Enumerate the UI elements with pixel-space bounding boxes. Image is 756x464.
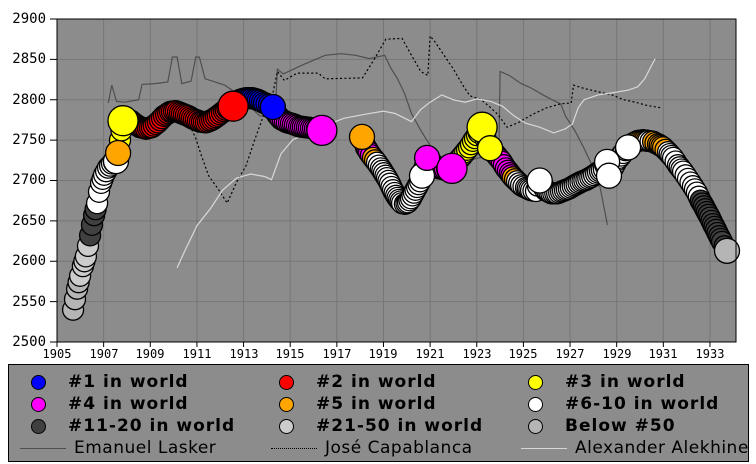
y-tick-label: 2700 [12, 172, 46, 188]
x-tick-label: 1933 [695, 347, 725, 361]
x-tick-label: 1909 [135, 347, 165, 361]
legend-label: #3 in world [565, 372, 686, 392]
legend-label: #4 in world [68, 394, 189, 414]
x-tick-label: 1913 [229, 347, 259, 361]
alekhine-line-sample-icon [521, 447, 567, 449]
lasker-line-sample-icon [20, 447, 66, 449]
legend-label: #21-50 in world [316, 416, 484, 436]
rank-11-20-marker-icon [31, 418, 46, 434]
y-tick-label: 2850 [12, 51, 46, 67]
x-tick-label: 1905 [42, 347, 72, 361]
y-tick-label: 2800 [12, 92, 46, 108]
legend-item-alekhine: Alexander Alekhine [521, 438, 749, 458]
y-tick-label: 2900 [12, 11, 46, 27]
x-tick-label: 1907 [89, 347, 119, 361]
legend-label: #2 in world [316, 372, 437, 392]
capablanca-line-sample-icon [271, 447, 317, 449]
x-tick-label: 1927 [555, 347, 585, 361]
below-50-marker-icon [528, 418, 543, 434]
rank-5-marker-icon [279, 396, 294, 412]
legend-item-lasker: Emanuel Lasker [20, 438, 216, 458]
x-tick-label: 1917 [322, 347, 352, 361]
legend-item-rank21-50: #21-50 in world [279, 416, 483, 436]
x-tick-label: 1911 [182, 347, 212, 361]
y-tick-label: 2500 [12, 334, 46, 350]
legend-label: #6-10 in world [565, 394, 720, 414]
y-tick-label: 2550 [12, 294, 46, 310]
legend-label: #11-20 in world [68, 416, 236, 436]
x-tick-label: 1929 [602, 347, 632, 361]
rank-1-marker-icon [31, 374, 46, 390]
legend-item-rank4: #4 in world [31, 394, 189, 414]
y-tick-label: 2650 [12, 213, 46, 229]
legend-item-rank1: #1 in world [31, 372, 189, 392]
y-tick-label: 2750 [12, 132, 46, 148]
x-tick-label: 1923 [462, 347, 492, 361]
x-tick-label: 1919 [368, 347, 398, 361]
legend: #1 in world #2 in world #3 in world #4 i… [8, 364, 749, 462]
rank-6-10-marker-icon [528, 396, 543, 412]
rank-2-marker-icon [279, 374, 294, 390]
legend-item-rank2: #2 in world [279, 372, 437, 392]
legend-item-rank6-10: #6-10 in world [528, 394, 719, 414]
x-tick-label: 1915 [275, 347, 305, 361]
x-tick-label: 1925 [508, 347, 538, 361]
legend-item-capablanca: José Capablanca [271, 438, 473, 458]
legend-line-label: Alexander Alekhine [575, 438, 749, 458]
legend-label: Below #50 [565, 416, 676, 436]
legend-item-below50: Below #50 [528, 416, 676, 436]
legend-line-label: José Capablanca [325, 438, 473, 458]
legend-line-label: Emanuel Lasker [74, 438, 217, 458]
legend-item-rank3: #3 in world [528, 372, 686, 392]
x-tick-label: 1931 [648, 347, 678, 361]
legend-label: #1 in world [68, 372, 189, 392]
x-tick-label: 1921 [415, 347, 445, 361]
legend-label: #5 in world [316, 394, 437, 414]
legend-item-rank11-20: #11-20 in world [31, 416, 235, 436]
rank-21-50-marker-icon [279, 418, 294, 434]
legend-item-rank5: #5 in world [279, 394, 437, 414]
y-tick-label: 2600 [12, 253, 46, 269]
rank-4-marker-icon [31, 396, 46, 412]
rank-3-marker-icon [528, 374, 543, 390]
